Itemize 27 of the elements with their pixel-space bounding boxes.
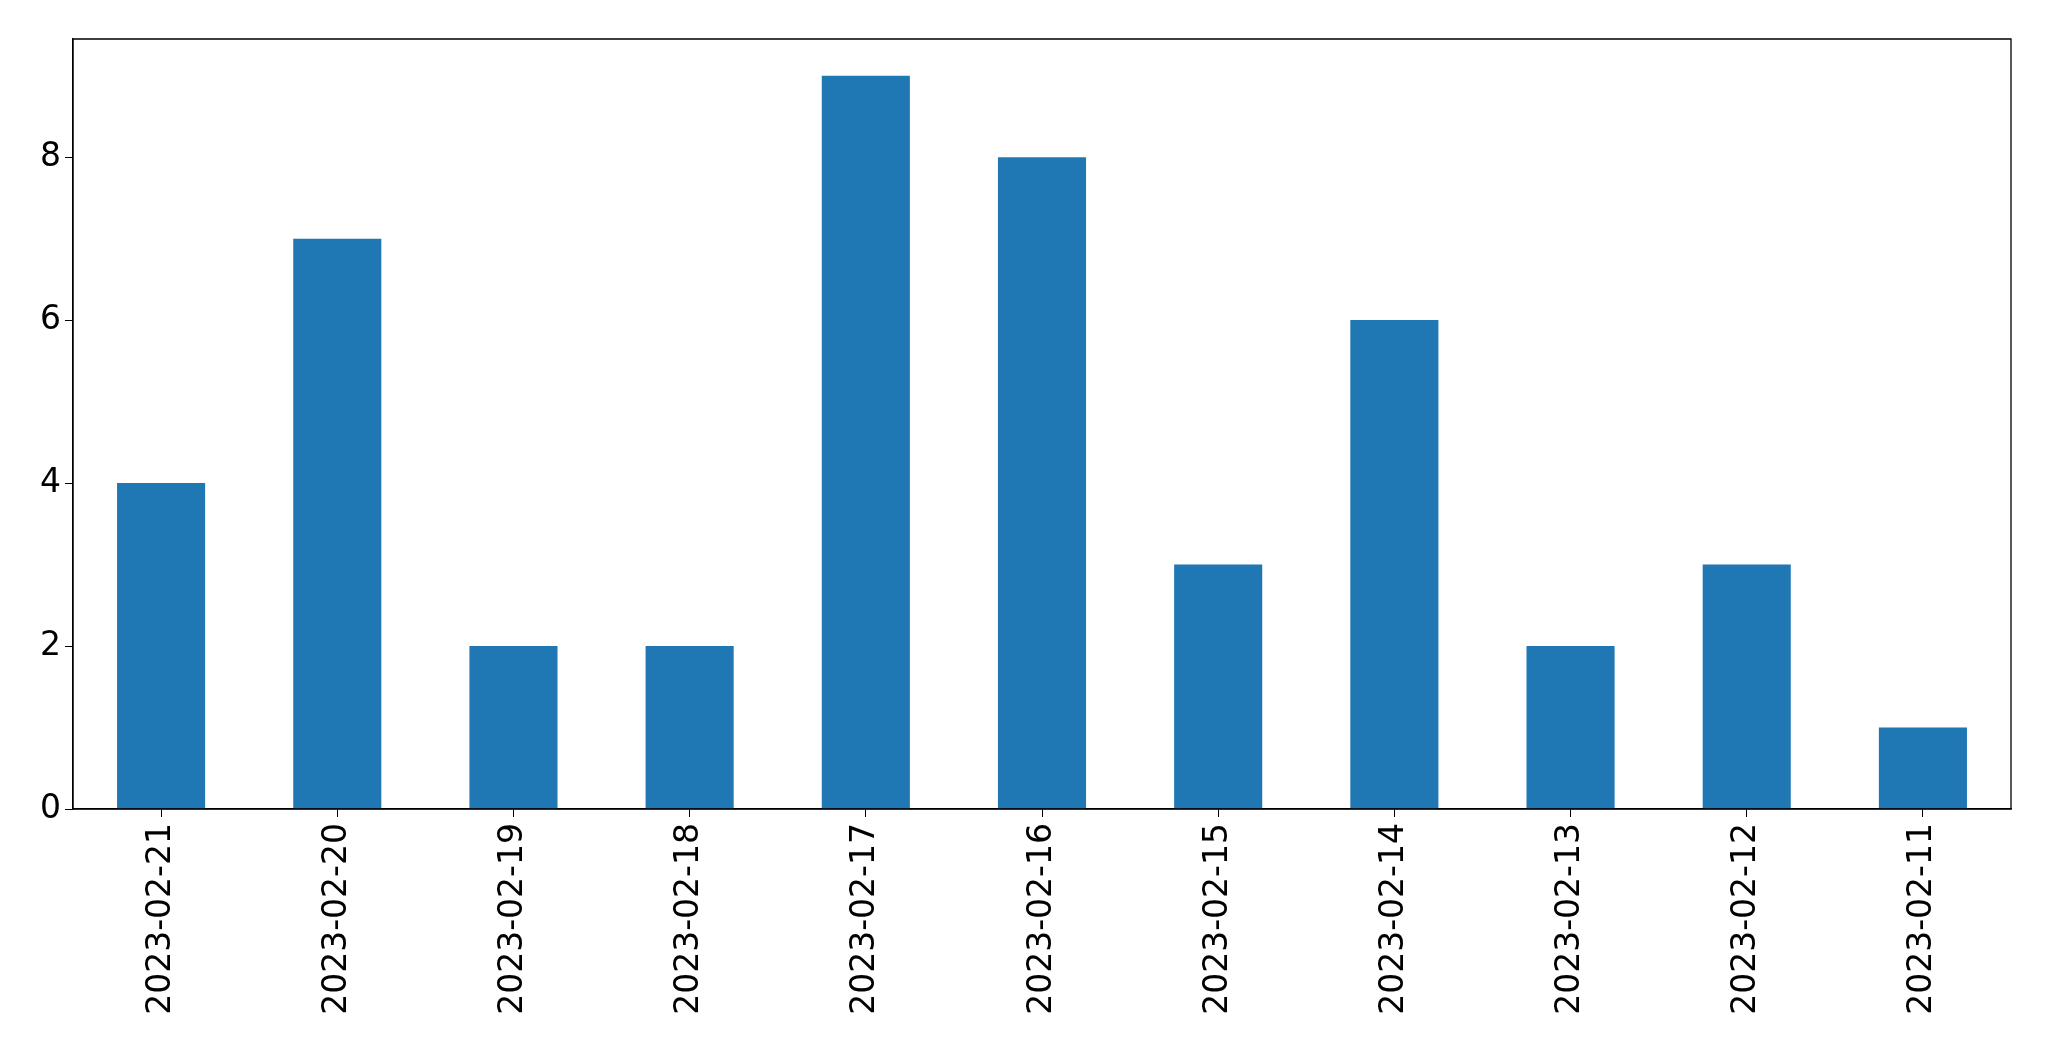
bar [997,157,1087,809]
bar [821,75,910,809]
y-tick-label: 8 [40,134,61,174]
x-tick-label: 2023-02-11 [1900,823,1940,1015]
x-tick-label: 2023-02-16 [1019,823,1059,1015]
x-tick-label: 2023-02-14 [1371,823,1411,1015]
bar [1702,564,1791,809]
y-tick-label: 0 [40,786,61,826]
x-tick-label: 2023-02-17 [843,823,883,1015]
bar [1174,564,1263,809]
x-tick-label: 2023-02-20 [314,823,354,1015]
y-tick-label: 4 [40,460,61,500]
bar [645,646,734,809]
x-tick-label: 2023-02-15 [1195,823,1235,1015]
bar [1878,727,1967,809]
x-tick-label: 2023-02-18 [667,823,707,1015]
x-tick-label: 2023-02-19 [491,823,531,1015]
bar [117,483,206,809]
x-tick-label: 2023-02-12 [1724,823,1764,1015]
bar [1350,320,1439,809]
y-tick-label: 2 [40,623,61,663]
x-tick-label: 2023-02-13 [1548,823,1588,1015]
bar [469,646,558,809]
bar [1526,646,1615,809]
y-tick-label: 6 [40,297,61,337]
x-tick-label: 2023-02-21 [138,823,178,1015]
bar [293,238,382,809]
